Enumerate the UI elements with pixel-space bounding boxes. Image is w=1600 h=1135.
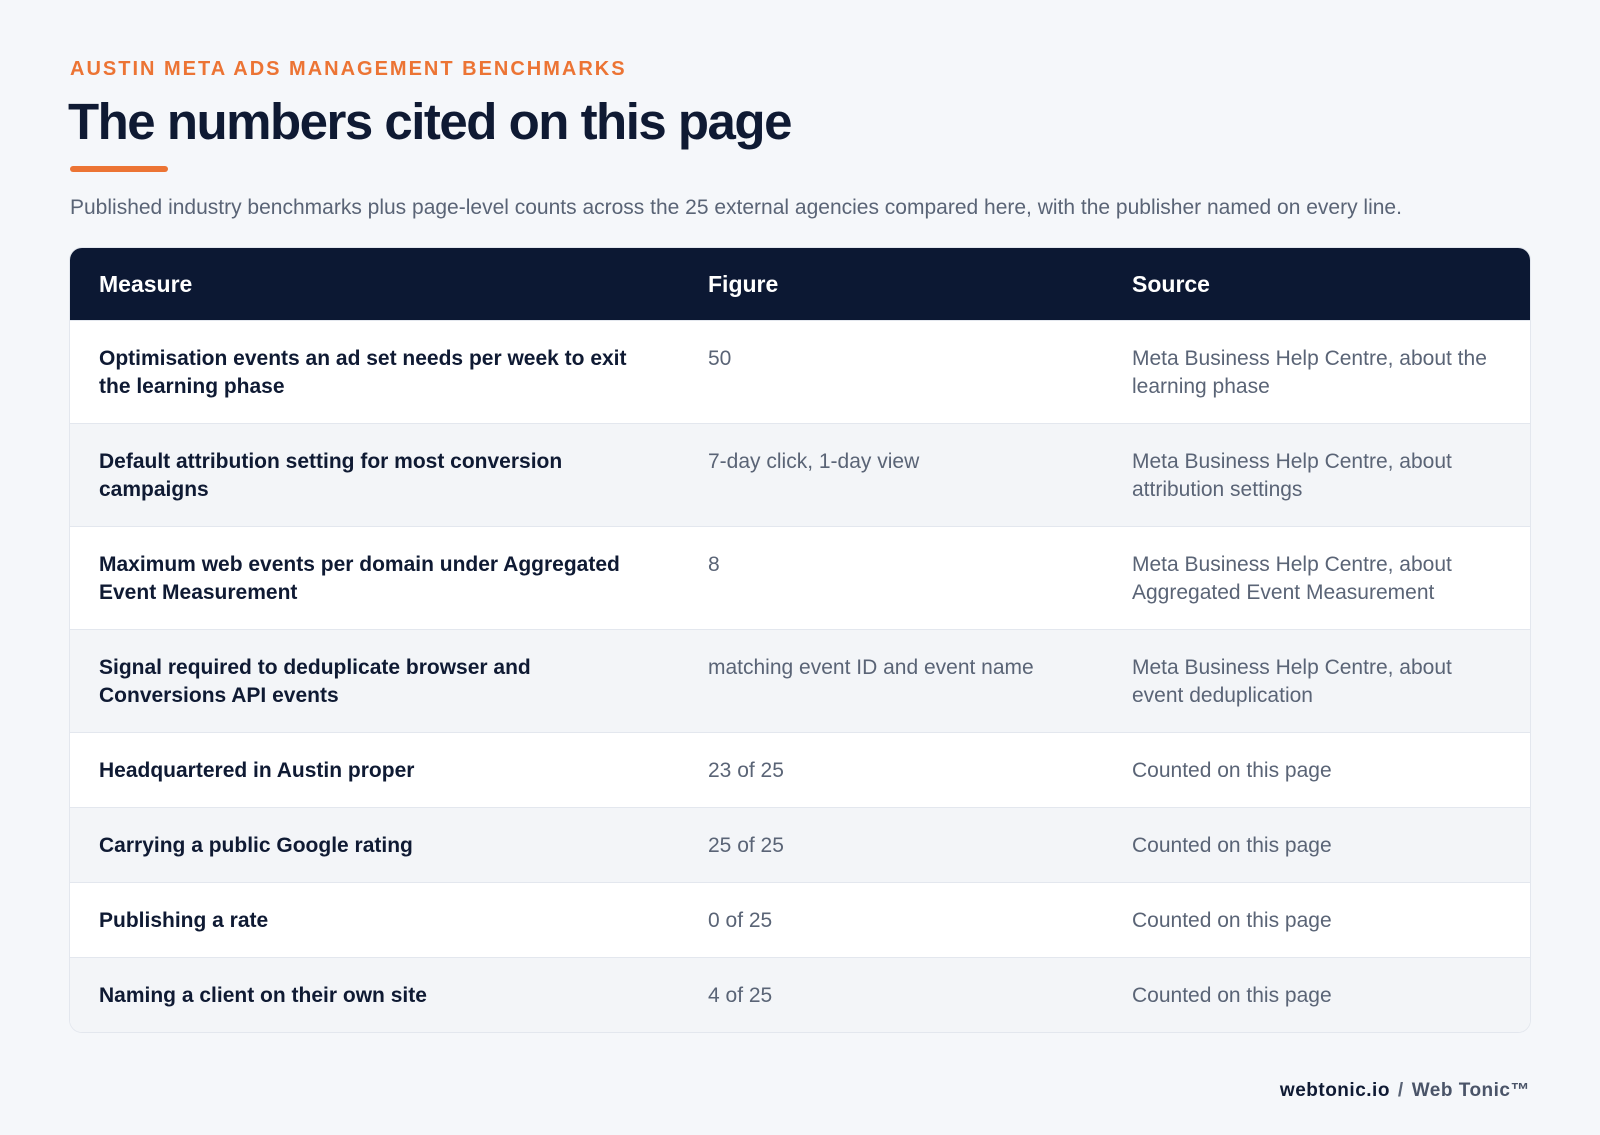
table-card: Measure Figure Source Optimisation event… xyxy=(70,248,1530,1032)
table-row: Publishing a rate 0 of 25 Counted on this … xyxy=(70,882,1530,958)
source-cell: Meta Business Help Centre, about event d… xyxy=(1103,629,1530,733)
figure-cell: 25 of 25 xyxy=(679,807,1103,883)
figure-cell: 4 of 25 xyxy=(679,957,1103,1032)
source-cell: Counted on this page xyxy=(1103,807,1530,883)
source-cell: Meta Business Help Centre, about attribu… xyxy=(1103,423,1530,527)
measure-cell: Headquartered in Austin proper xyxy=(70,732,679,808)
measure-cell: Publishing a rate xyxy=(70,882,679,958)
column-header: Figure xyxy=(679,248,1103,321)
accent-bar xyxy=(70,166,168,172)
source-cell: Meta Business Help Centre, about the lea… xyxy=(1103,320,1530,424)
table-body: Optimisation events an ad set needs per … xyxy=(70,320,1530,1032)
footer: webtonic.io / Web Tonic™ xyxy=(1280,1080,1530,1102)
footer-separator: / xyxy=(1397,1080,1404,1101)
footer-domain: webtonic.io xyxy=(1279,1080,1390,1101)
measure-cell: Default attribution setting for most con… xyxy=(70,423,679,527)
figure-cell: 8 xyxy=(679,526,1103,630)
measure-cell: Optimisation events an ad set needs per … xyxy=(70,320,679,424)
title: The numbers cited on this page xyxy=(68,93,792,150)
table-row: Optimisation events an ad set needs per … xyxy=(70,320,1530,424)
table-row: Naming a client on their own site 4 of 25… xyxy=(70,957,1530,1032)
subtitle: Published industry benchmarks plus page-… xyxy=(70,196,1402,219)
table-row: Carrying a public Google rating 25 of 25 C… xyxy=(70,807,1530,883)
table: Measure Figure Source Optimisation event… xyxy=(70,248,1530,1032)
figure-cell: 7-day click, 1-day view xyxy=(679,423,1103,527)
table-row: Maximum web events per domain under Aggr… xyxy=(70,526,1530,630)
figure-cell: 0 of 25 xyxy=(679,882,1103,958)
figure-cell: 23 of 25 xyxy=(679,732,1103,808)
measure-cell: Maximum web events per domain under Aggr… xyxy=(70,526,679,630)
source-cell: Meta Business Help Centre, about Aggrega… xyxy=(1103,526,1530,630)
table-row: Headquartered in Austin proper 23 of 25 Co… xyxy=(70,732,1530,808)
source-cell: Counted on this page xyxy=(1103,732,1530,808)
header-row: Measure Figure Source xyxy=(70,248,1530,321)
figure-cell: 50 xyxy=(679,320,1103,424)
column-header: Measure xyxy=(70,248,679,321)
measure-cell: Naming a client on their own site xyxy=(70,957,679,1032)
source-cell: Counted on this page xyxy=(1103,957,1530,1032)
eyebrow: AUSTIN META ADS MANAGEMENT BENCHMARKS xyxy=(70,58,627,80)
footer-brand: Web Tonic™ xyxy=(1411,1080,1530,1101)
measure-cell: Signal required to deduplicate browser a… xyxy=(70,629,679,733)
figure-cell: matching event ID and event name xyxy=(679,629,1103,733)
measure-cell: Carrying a public Google rating xyxy=(70,807,679,883)
table-row: Default attribution setting for most con… xyxy=(70,423,1530,527)
table-row: Signal required to deduplicate browser a… xyxy=(70,629,1530,733)
source-cell: Counted on this page xyxy=(1103,882,1530,958)
column-header: Source xyxy=(1103,248,1530,321)
